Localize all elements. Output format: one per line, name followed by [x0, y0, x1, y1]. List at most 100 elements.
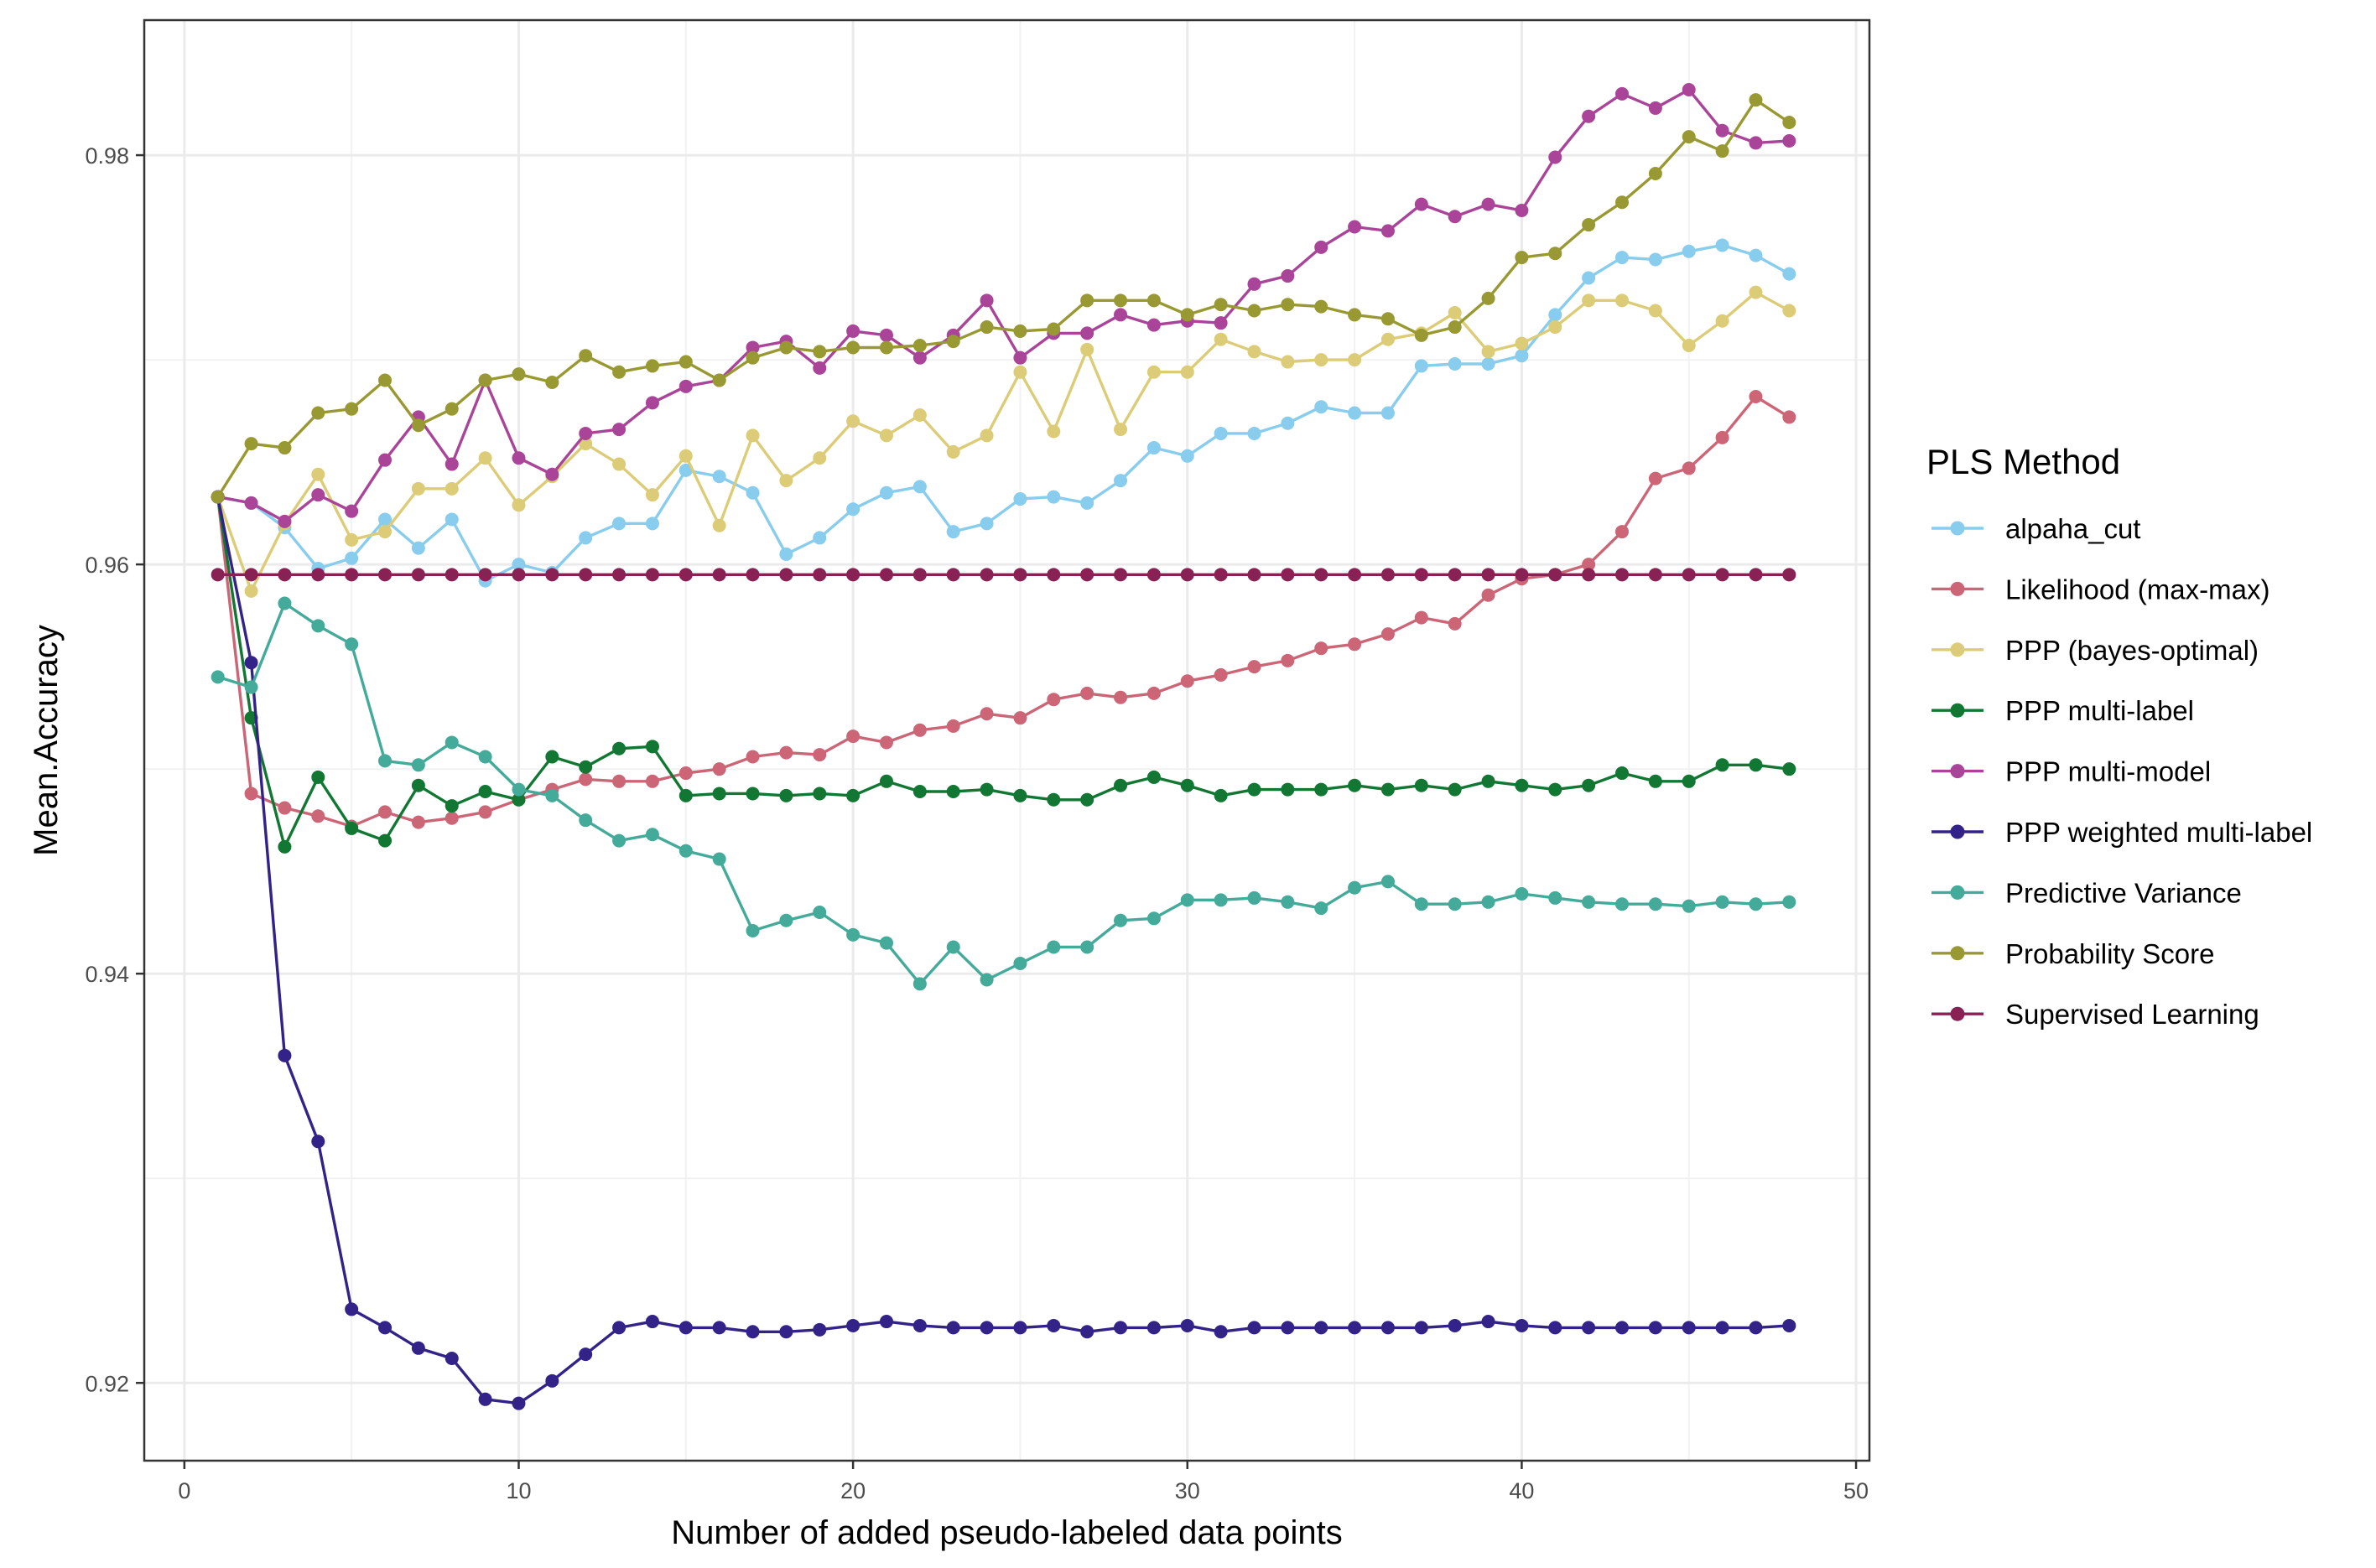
data-point [1281, 269, 1295, 283]
data-point [1013, 568, 1027, 582]
data-point [1314, 400, 1328, 414]
data-point [1782, 568, 1796, 582]
data-point [1180, 365, 1194, 379]
data-point [512, 792, 526, 807]
data-point [846, 568, 860, 582]
data-point [1146, 686, 1161, 700]
series-4 [211, 82, 1796, 528]
x-axis-title: Number of added pseudo-labeled data poin… [671, 1514, 1343, 1551]
x-tick-label: 0 [178, 1478, 190, 1503]
data-point [311, 1134, 325, 1149]
data-point [1414, 778, 1428, 792]
data-point [1715, 314, 1729, 328]
data-point [712, 373, 726, 387]
data-point [612, 423, 626, 437]
data-point [1648, 1321, 1662, 1335]
data-point [1380, 782, 1395, 797]
data-point [445, 457, 459, 471]
data-point [1146, 365, 1161, 379]
data-point [1548, 782, 1562, 797]
data-point [1515, 203, 1529, 217]
data-point [678, 788, 693, 802]
data-point [445, 799, 459, 813]
data-point [1414, 197, 1428, 211]
data-point [278, 568, 292, 582]
data-point [545, 750, 559, 764]
data-point [612, 741, 626, 755]
data-point [1481, 356, 1495, 371]
data-point [846, 729, 860, 744]
data-point [746, 485, 760, 500]
legend-label: alpaha_cut [2005, 513, 2140, 544]
legend-label: PPP multi-model [2005, 756, 2211, 787]
data-point [846, 927, 860, 942]
data-point [1281, 653, 1295, 667]
data-point [678, 844, 693, 858]
data-point [980, 517, 994, 531]
data-point [1749, 93, 1763, 107]
data-point [445, 1351, 459, 1365]
data-point [1582, 271, 1596, 285]
data-point [244, 584, 258, 598]
data-point [846, 324, 860, 338]
data-point [1648, 252, 1662, 267]
data-point [278, 801, 292, 815]
data-point [712, 568, 726, 582]
data-point [1314, 568, 1328, 582]
data-point [1080, 293, 1094, 308]
data-point [980, 428, 994, 443]
data-point [579, 568, 593, 582]
data-point [1380, 627, 1395, 641]
data-point [1448, 782, 1462, 797]
data-point [1749, 285, 1763, 299]
data-point [345, 532, 359, 547]
data-point [1481, 568, 1495, 582]
series-5 [211, 490, 1796, 1410]
data-point [645, 396, 659, 410]
data-point [678, 1321, 693, 1335]
data-point [1715, 123, 1729, 138]
data-point [1715, 1321, 1729, 1335]
data-point [378, 754, 393, 768]
data-point [946, 335, 960, 349]
data-point [1715, 895, 1729, 909]
data-point [1114, 778, 1128, 792]
data-point [1114, 913, 1128, 927]
data-point [678, 568, 693, 582]
data-point [1214, 316, 1228, 330]
data-point [1515, 887, 1529, 901]
data-point [411, 758, 425, 772]
legend-key-point [1950, 885, 1965, 900]
data-point [912, 723, 927, 737]
data-point [1414, 897, 1428, 911]
data-point [1247, 304, 1261, 318]
data-point [1114, 568, 1128, 582]
data-point [1214, 426, 1228, 440]
data-point [311, 488, 325, 502]
data-point [1481, 291, 1495, 305]
legend-label: Probability Score [2005, 938, 2214, 969]
data-point [1548, 320, 1562, 335]
data-point [1314, 641, 1328, 656]
grid-lines [144, 20, 1869, 1461]
data-point [1548, 150, 1562, 164]
data-point [1214, 1325, 1228, 1339]
data-point [311, 619, 325, 633]
data-point [980, 707, 994, 721]
data-point [980, 320, 994, 335]
data-point [1214, 788, 1228, 802]
data-point [1080, 686, 1094, 700]
data-point [1582, 1321, 1596, 1335]
data-point [779, 745, 793, 760]
data-point [1380, 406, 1395, 420]
data-point [278, 596, 292, 610]
data-point [946, 940, 960, 954]
legend-item: PPP multi-label [1931, 695, 2194, 726]
data-point [1080, 568, 1094, 582]
data-point [579, 349, 593, 363]
data-point [813, 345, 827, 359]
data-point [1146, 568, 1161, 582]
y-tick-label: 0.98 [85, 143, 129, 169]
y-tick-label: 0.92 [85, 1371, 129, 1396]
data-point [1481, 774, 1495, 788]
